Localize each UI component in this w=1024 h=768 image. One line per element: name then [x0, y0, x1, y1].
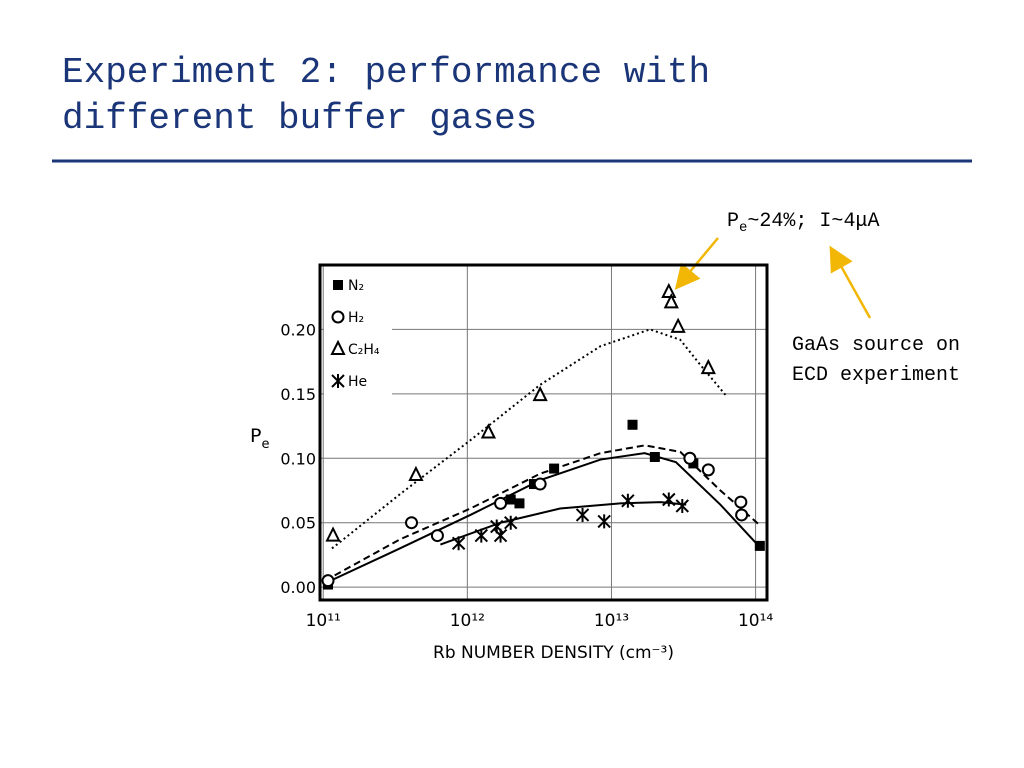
arrow	[829, 245, 872, 319]
point	[474, 528, 489, 543]
plot: 10¹¹ 10¹² 10¹³ 10¹⁴ 0.00 0.05 0.10 0.15 0.20 Rb N…	[250, 263, 773, 663]
point	[408, 465, 424, 482]
legend-marker	[330, 339, 346, 355]
point	[493, 528, 508, 543]
x-tick-label: 10¹³	[594, 611, 629, 631]
point	[754, 540, 765, 551]
y-tick-label: 0.15	[280, 385, 316, 404]
point	[700, 358, 716, 375]
point	[683, 451, 697, 465]
point	[735, 508, 749, 522]
point	[430, 529, 444, 543]
point	[662, 492, 676, 507]
note-line: ECD experiment	[792, 364, 960, 387]
plot-frame	[318, 263, 769, 602]
y-axis-main: P	[250, 425, 261, 447]
point	[701, 463, 715, 477]
point	[504, 515, 518, 530]
point	[549, 463, 560, 474]
x-tick-label: 10¹⁴	[738, 611, 773, 631]
fit-curve	[324, 444, 761, 582]
point	[480, 423, 497, 439]
point	[533, 477, 547, 491]
y-tick-label: 0.00	[280, 578, 316, 597]
legend-label: C₂H₄	[348, 342, 380, 358]
x-axis-label: Rb NUMBER DENSITY (cm⁻³)	[433, 643, 674, 663]
point	[670, 317, 686, 333]
title-line: different buffer gases	[62, 98, 538, 139]
point	[325, 526, 341, 542]
slide-title: Experiment 2: performance with different…	[62, 50, 710, 142]
point	[321, 574, 335, 588]
y-axis-sub: e	[261, 437, 269, 452]
y-tick-label: 0.10	[280, 449, 316, 468]
annotation-main: P	[727, 210, 739, 233]
legend-box	[324, 271, 392, 403]
fit-curve	[331, 328, 727, 550]
point	[675, 498, 689, 513]
point	[405, 516, 419, 530]
title-line: Experiment 2: performance with	[62, 52, 711, 93]
point	[532, 385, 548, 402]
fit-curve	[324, 452, 761, 585]
legend-marker	[331, 374, 345, 388]
point	[575, 507, 590, 522]
point	[621, 493, 635, 508]
y-axis-label: Pe	[250, 425, 269, 452]
point	[661, 282, 677, 299]
legend-label: H₂	[348, 310, 364, 326]
annotation-rest: ~24%; I~4μA	[747, 210, 879, 233]
legend-label: He	[348, 374, 367, 390]
x-tick-label: 10¹¹	[306, 611, 341, 631]
point	[494, 496, 508, 510]
point	[734, 495, 748, 509]
legend-marker	[331, 310, 345, 324]
legend-marker	[333, 280, 343, 290]
annotation: Pe~24%; I~4μA	[727, 210, 879, 236]
annotation-sub: e	[739, 220, 747, 236]
point	[514, 498, 525, 509]
x-tick-label: 10¹²	[450, 611, 485, 631]
y-tick-label: 0.05	[280, 514, 316, 533]
point	[505, 494, 516, 505]
point	[627, 419, 638, 430]
y-tick-label: 0.20	[280, 320, 316, 339]
point	[649, 451, 660, 462]
legend-label: N₂	[348, 278, 364, 294]
point	[597, 514, 611, 529]
point	[663, 293, 679, 309]
arrow	[674, 237, 719, 290]
note-line: GaAs source on	[792, 334, 960, 357]
fit-curve	[440, 501, 687, 546]
point	[451, 536, 466, 551]
